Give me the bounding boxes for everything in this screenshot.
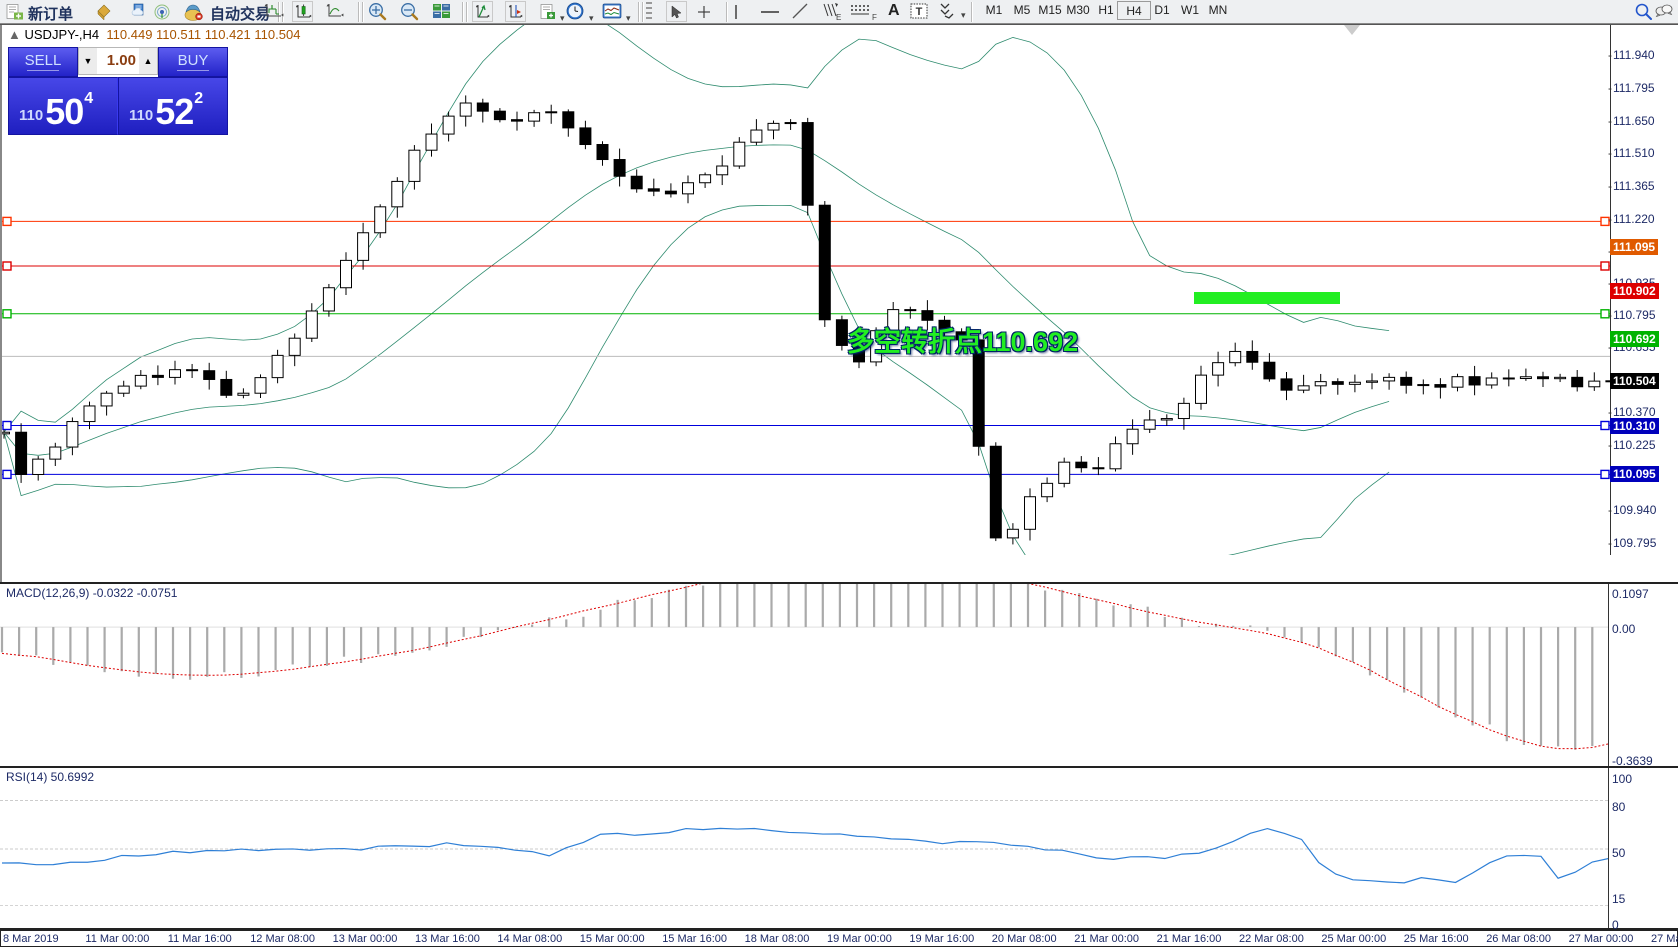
svg-text:T: T: [916, 6, 923, 18]
